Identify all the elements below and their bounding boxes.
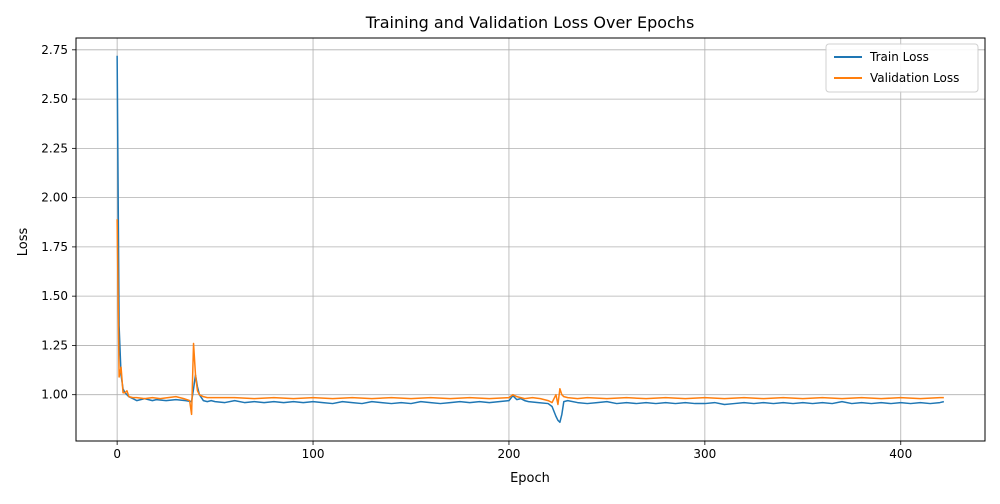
legend-label: Train Loss xyxy=(869,50,929,64)
y-axis-label: Loss xyxy=(16,228,31,257)
train-loss-line xyxy=(116,55,945,424)
y-tick-label: 2.50 xyxy=(41,92,68,106)
y-tick-label: 2.75 xyxy=(41,43,68,57)
y-tick-label: 2.25 xyxy=(41,141,68,155)
tick-layer: 0 100 200 300 400 1.00 1.25 1.50 1.75 2.00 2.25 2.5… xyxy=(41,43,912,461)
x-tick-label: 100 xyxy=(302,447,325,461)
x-tick-label: 200 xyxy=(497,447,520,461)
chart-title: Training and Validation Loss Over Epochs xyxy=(365,13,695,32)
grid-layer xyxy=(76,38,985,441)
y-tick-label: 1.50 xyxy=(41,289,68,303)
x-tick-label: 400 xyxy=(889,447,912,461)
x-tick-label: 300 xyxy=(693,447,716,461)
y-tick-label: 2.00 xyxy=(41,191,68,205)
y-tick-label: 1.00 xyxy=(41,388,68,402)
validation-loss-line xyxy=(116,219,944,416)
legend-label: Validation Loss xyxy=(870,71,959,85)
legend: Train Loss Validation Loss xyxy=(825,43,979,93)
x-axis-label: Epoch xyxy=(510,471,550,486)
plot-frame xyxy=(75,37,986,442)
x-tick-label: 0 xyxy=(113,447,121,461)
y-tick-label: 1.75 xyxy=(41,240,68,254)
series-layer xyxy=(116,55,945,424)
legend-box xyxy=(825,43,979,93)
y-tick-label: 1.25 xyxy=(41,338,68,352)
